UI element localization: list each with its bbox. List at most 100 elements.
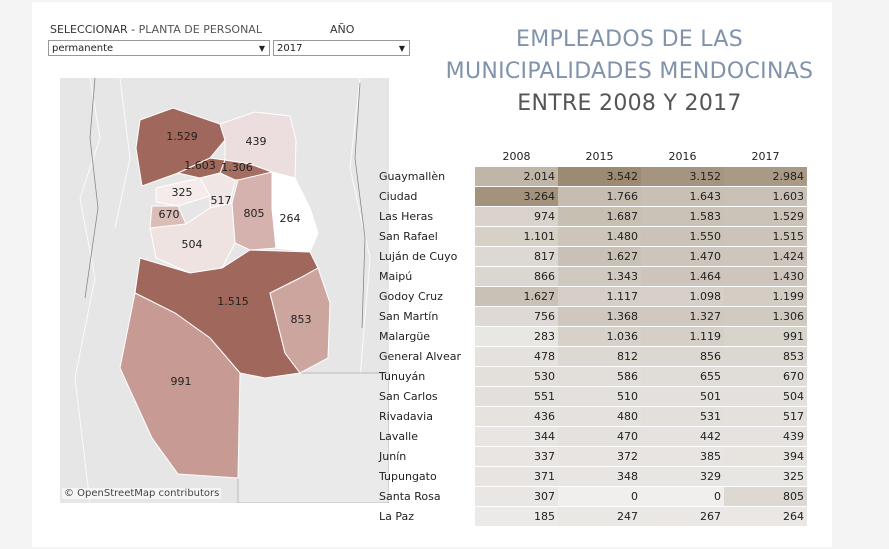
table-cell[interactable]: 394 (724, 447, 807, 467)
mendoza-choropleth-map[interactable]: 1.529 439 1.603 1.306 325 517 670 504 805 264 1.51… (60, 78, 389, 503)
title-line-2: MUNICIPALIDADES MENDOCINAS (445, 59, 814, 84)
table-cell[interactable]: 3.542 (558, 167, 641, 187)
table-cell[interactable]: 1.101 (475, 227, 558, 247)
table-cell[interactable]: 329 (641, 467, 724, 487)
table-cell[interactable]: 1.766 (558, 187, 641, 207)
table-cell[interactable]: 1.627 (475, 287, 558, 307)
table-cell[interactable]: 442 (641, 427, 724, 447)
table-cell[interactable]: 1.343 (558, 267, 641, 287)
table-cell[interactable]: 348 (558, 467, 641, 487)
table-cell[interactable]: 1.687 (558, 207, 641, 227)
table-cell[interactable]: 1.368 (558, 307, 641, 327)
row-label: Tunuyán (379, 370, 426, 383)
table-cell[interactable]: 337 (475, 447, 558, 467)
table-cell[interactable]: 1.480 (558, 227, 641, 247)
table-cell[interactable]: 1.550 (641, 227, 724, 247)
table-cell[interactable]: 3.264 (475, 187, 558, 207)
table-cell[interactable]: 307 (475, 487, 558, 507)
column-header: 2008 (502, 150, 531, 163)
table-cell[interactable]: 1.470 (641, 247, 724, 267)
map-region[interactable] (119, 292, 241, 479)
table-cell[interactable]: 974 (475, 207, 558, 227)
table-cell[interactable]: 805 (724, 487, 807, 507)
anio-dropdown-value: 2017 (277, 43, 303, 54)
table-cell[interactable]: 283 (475, 327, 558, 347)
table-cell[interactable]: 247 (558, 507, 641, 527)
title-line-1: EMPLEADOS DE LAS (516, 27, 743, 52)
planta-filter-subtitle: PLANTA DE PERSONAL (138, 23, 262, 36)
map-region-label: 1.529 (166, 130, 198, 143)
map-attribution[interactable]: © OpenStreetMap contributors (62, 488, 222, 499)
chevron-down-icon[interactable]: ▼ (398, 44, 405, 53)
table-cell[interactable]: 1.199 (724, 287, 807, 307)
table-cell[interactable]: 372 (558, 447, 641, 467)
table-cell[interactable]: 517 (724, 407, 807, 427)
table-cell[interactable]: 2.984 (724, 167, 807, 187)
table-cell[interactable]: 439 (724, 427, 807, 447)
anio-dropdown[interactable]: 2017 ▼ (273, 40, 410, 56)
table-cell[interactable]: 1.424 (724, 247, 807, 267)
table-cell[interactable]: 504 (724, 387, 807, 407)
table-cell[interactable]: 1.327 (641, 307, 724, 327)
map-region[interactable] (271, 171, 319, 253)
row-label: Tupungato (379, 470, 437, 483)
table-cell[interactable]: 1.117 (558, 287, 641, 307)
table-cell[interactable]: 1.430 (724, 267, 807, 287)
planta-filter-title: SELECCIONAR - (50, 23, 136, 36)
map-region-label: 439 (246, 135, 267, 148)
table-cell[interactable]: 817 (475, 247, 558, 267)
table-cell[interactable]: 478 (475, 347, 558, 367)
table-cell[interactable]: 756 (475, 307, 558, 327)
map-region-label: 1.306 (221, 161, 253, 174)
table-cell[interactable]: 480 (558, 407, 641, 427)
table-cell[interactable]: 1.119 (641, 327, 724, 347)
table-cell[interactable]: 1.464 (641, 267, 724, 287)
table-cell[interactable]: 1.515 (724, 227, 807, 247)
table-cell[interactable]: 1.529 (724, 207, 807, 227)
table-cell[interactable]: 1.583 (641, 207, 724, 227)
table-cell[interactable]: 470 (558, 427, 641, 447)
table-cell[interactable]: 1.306 (724, 307, 807, 327)
row-label: Santa Rosa (379, 490, 441, 503)
map-region[interactable] (155, 177, 211, 207)
table-cell[interactable]: 0 (641, 487, 724, 507)
table-cell[interactable]: 812 (558, 347, 641, 367)
table-cell[interactable]: 1.643 (641, 187, 724, 207)
table-cell[interactable]: 371 (475, 467, 558, 487)
planta-dropdown[interactable]: permanente ▼ (48, 40, 270, 56)
table-cell[interactable]: 344 (475, 427, 558, 447)
map-region[interactable] (269, 267, 331, 374)
table-cell[interactable]: 385 (641, 447, 724, 467)
row-label: La Paz (379, 510, 415, 523)
table-cell[interactable]: 531 (641, 407, 724, 427)
table-cell[interactable]: 856 (641, 347, 724, 367)
map-region-label: 670 (159, 208, 180, 221)
table-cell[interactable]: 510 (558, 387, 641, 407)
chevron-down-icon[interactable]: ▼ (258, 44, 265, 53)
table-cell[interactable]: 325 (724, 467, 807, 487)
table-cell[interactable]: 436 (475, 407, 558, 427)
table-cell[interactable]: 991 (724, 327, 807, 347)
row-label: Luján de Cuyo (379, 250, 458, 263)
table-cell[interactable]: 0 (558, 487, 641, 507)
table-cell[interactable]: 1.627 (558, 247, 641, 267)
table-cell[interactable]: 853 (724, 347, 807, 367)
table-cell[interactable]: 586 (558, 367, 641, 387)
row-label: San Carlos (379, 390, 438, 403)
table-cell[interactable]: 866 (475, 267, 558, 287)
table-cell[interactable]: 670 (724, 367, 807, 387)
table-cell[interactable]: 655 (641, 367, 724, 387)
table-cell[interactable]: 1.098 (641, 287, 724, 307)
table-cell[interactable]: 185 (475, 507, 558, 527)
table-cell[interactable]: 501 (641, 387, 724, 407)
table-cell[interactable]: 267 (641, 507, 724, 527)
map-region-label: 805 (244, 207, 265, 220)
table-cell[interactable]: 1.036 (558, 327, 641, 347)
table-cell[interactable]: 1.603 (724, 187, 807, 207)
table-cell[interactable]: 264 (724, 507, 807, 527)
table-cell[interactable]: 530 (475, 367, 558, 387)
table-cell[interactable]: 551 (475, 387, 558, 407)
dashboard: SELECCIONAR - PLANTA DE PERSONAL permane… (32, 2, 832, 547)
table-cell[interactable]: 2.014 (475, 167, 558, 187)
table-cell[interactable]: 3.152 (641, 167, 724, 187)
